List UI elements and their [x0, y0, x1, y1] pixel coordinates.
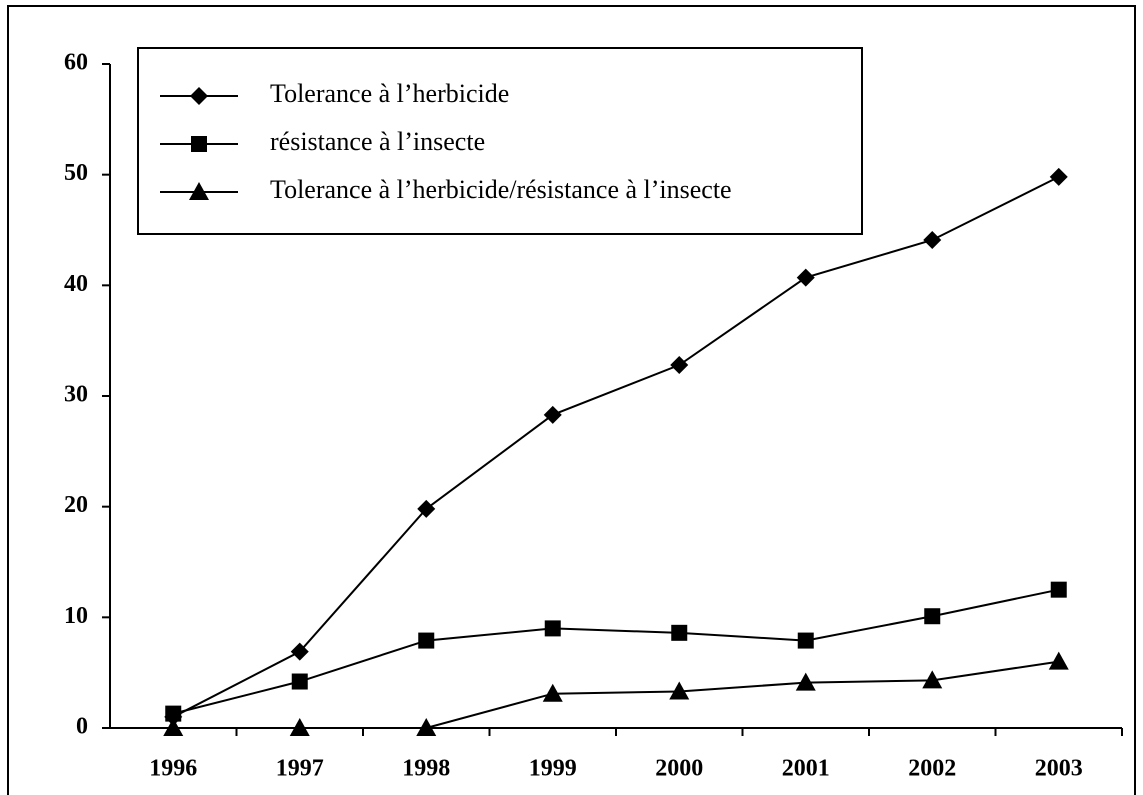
marker-triangle	[542, 683, 563, 702]
marker-diamond	[290, 642, 309, 661]
marker-square	[544, 620, 561, 637]
x-tick-label: 1999	[529, 756, 577, 782]
marker-triangle	[189, 182, 209, 200]
marker-triangle	[669, 681, 690, 700]
x-tick-label: 1997	[276, 756, 324, 782]
series-line	[172, 175, 1060, 718]
marker-triangle	[163, 718, 184, 736]
marker-diamond	[796, 268, 815, 287]
series-line	[173, 660, 1059, 729]
series-line	[173, 588, 1059, 715]
x-tick-label: 1998	[402, 756, 450, 782]
marker-diamond	[417, 499, 436, 518]
marker-triangle	[289, 718, 310, 736]
legend-label: Tolerance à l’herbicide/résistance à l’i…	[270, 175, 732, 204]
marker-square	[418, 632, 435, 649]
marker-diamond	[190, 87, 208, 105]
marker-square	[191, 136, 207, 152]
y-tick-label: 10	[64, 603, 88, 629]
legend-label: résistance à l’insecte	[270, 127, 485, 156]
marker-triangle	[416, 718, 437, 736]
x-tick-label: 1996	[149, 756, 197, 782]
marker-square	[291, 673, 308, 690]
marker-square	[924, 608, 941, 625]
marker-square	[797, 632, 814, 649]
x-tick-label: 2001	[782, 756, 830, 782]
marker-square	[1050, 581, 1067, 598]
y-tick-label: 30	[64, 382, 88, 408]
y-tick-label: 20	[64, 492, 88, 518]
y-tick-label: 50	[64, 160, 88, 186]
marker-triangle	[922, 670, 943, 689]
x-tick-label: 2000	[655, 756, 703, 782]
marker-triangle	[1048, 651, 1069, 670]
marker-diamond	[670, 356, 689, 375]
marker-diamond	[1049, 167, 1068, 186]
x-tick-label: 2003	[1035, 756, 1083, 782]
legend-label: Tolerance à l’herbicide	[270, 79, 509, 108]
marker-triangle	[795, 672, 816, 691]
marker-diamond	[543, 405, 562, 424]
y-tick-label: 0	[76, 714, 88, 740]
frame	[7, 5, 1136, 795]
marker-square	[165, 705, 182, 722]
x-tick-label: 2002	[908, 756, 956, 782]
marker-diamond	[923, 230, 942, 249]
y-tick-label: 60	[64, 50, 88, 76]
y-tick-label: 40	[64, 271, 88, 297]
marker-square	[671, 624, 688, 641]
legend-box	[137, 47, 863, 235]
